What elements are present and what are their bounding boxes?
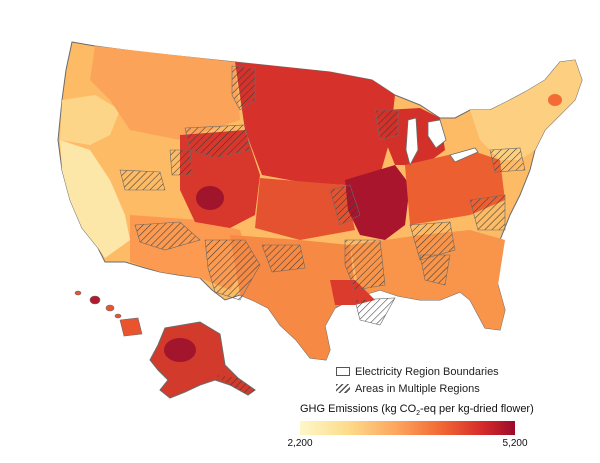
map-legend: Electricity Region Boundaries Areas in M… [287, 365, 590, 452]
color-scale-ticks: 2,200 5,200 [287, 438, 527, 452]
maine-orange-spot [548, 94, 562, 106]
illinois-dark-red [345, 165, 410, 240]
color-scale-bar [300, 421, 515, 436]
lake-michigan [405, 117, 419, 167]
lake-huron [427, 119, 447, 149]
legend-boundaries-label: Electricity Region Boundaries [355, 365, 499, 378]
utah-dark-hotspot [196, 186, 224, 210]
scale-min-label: 2,200 [287, 438, 313, 450]
lake-erie [449, 147, 479, 163]
scale-max-label: 5,200 [502, 438, 528, 450]
multi-region-hatch-areas [119, 65, 526, 326]
upper-midwest-red [235, 62, 395, 185]
northwest-pale-region [60, 95, 120, 145]
northeast-pale [470, 60, 582, 160]
legend-multiple-label: Areas in Multiple Regions [355, 382, 480, 395]
alaska-dark-area [164, 338, 196, 362]
hawaii [74, 290, 143, 337]
alaska-hatch [215, 375, 255, 395]
central-plains-orange [255, 178, 355, 240]
boundary-swatch [336, 367, 350, 376]
west-interior-orange [90, 46, 240, 140]
color-scale-title: GHG Emissions (kg CO2-eq per kg-dried fl… [300, 403, 534, 418]
texas-orange [230, 235, 355, 360]
pacific-pale-region [60, 140, 130, 258]
legend-multiple-regions: Areas in Multiple Regions [336, 382, 590, 395]
gulf-coast-red [330, 280, 375, 305]
hatch-swatch [336, 384, 350, 393]
legend-boundaries: Electricity Region Boundaries [336, 365, 590, 378]
